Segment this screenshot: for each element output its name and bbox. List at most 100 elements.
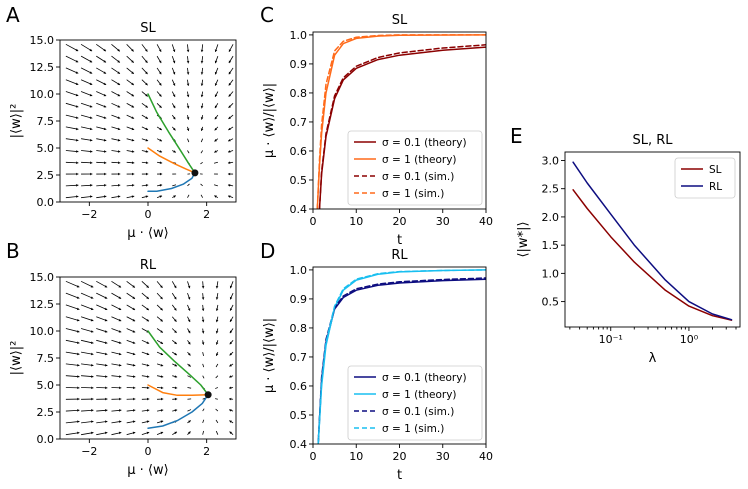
quiver-arrow (215, 387, 219, 389)
quiver-arrowhead (174, 319, 177, 322)
quiver-arrow (187, 375, 192, 378)
quiver-arrowhead (187, 319, 191, 322)
quiver-arrow (172, 184, 177, 187)
quiver-arrowhead (229, 285, 233, 289)
quiver-arrow (202, 408, 205, 412)
y-tick-label: 12.5 (30, 298, 55, 311)
x-tick-label: 0 (145, 208, 152, 221)
y-tick-label: 0.8 (290, 87, 308, 100)
y-tick-label: 0.8 (290, 322, 308, 335)
quiver-arrow (65, 409, 80, 412)
quiver-arrowhead (228, 71, 232, 75)
quiver-arrowhead (201, 286, 205, 289)
quiver-arrowhead (91, 409, 94, 412)
quiver-arrow (187, 183, 190, 187)
y-tick-label: 2.0 (542, 211, 560, 224)
quiver-arrowhead (105, 386, 108, 390)
quiver-arrowhead (160, 363, 164, 367)
x-tick-label: 0 (310, 215, 317, 228)
quiver-arrow (200, 161, 203, 165)
quiver-arrowhead (105, 409, 108, 412)
series-line-darkred (572, 189, 733, 321)
quiver-arrowhead (90, 150, 93, 153)
quiver-arrowhead (228, 138, 231, 142)
quiver-arrowhead (103, 116, 107, 119)
quiver-arrowhead (119, 386, 122, 390)
quiver-arrow (213, 161, 218, 164)
quiver-arrowhead (90, 161, 93, 165)
quiver-arrowhead (158, 60, 162, 64)
series-line-blue (147, 172, 196, 192)
quiver-arrowhead (172, 83, 176, 86)
quiver-arrowhead (146, 296, 149, 299)
x-tick-label: 30 (436, 450, 450, 463)
quiver-arrowhead (76, 161, 79, 165)
quiver-arrowhead (200, 105, 204, 109)
quiver-arrowhead (147, 397, 150, 401)
quiver-arrowhead (187, 330, 191, 334)
quiver-arrowhead (172, 105, 176, 109)
legend-label: σ = 0.1 (theory) (382, 372, 467, 384)
series-group (317, 269, 486, 444)
quiver-arrowhead (159, 195, 163, 198)
quiver-arrowhead (214, 94, 218, 97)
x-tick-label: 10⁰ (680, 333, 699, 346)
quiver-arrow (187, 409, 192, 412)
quiver-arrowhead (131, 105, 135, 108)
series-line-navy (572, 161, 733, 321)
quiver-arrowhead (75, 60, 79, 63)
quiver-arrowhead (186, 105, 190, 109)
quiver-arrowhead (145, 138, 149, 142)
quiver-arrowhead (117, 184, 121, 187)
quiver-arrowhead (173, 195, 176, 198)
y-tick-label: 0.6 (290, 380, 308, 393)
quiver-arrowhead (186, 117, 190, 120)
quiver-arrowhead (158, 82, 162, 86)
quiver-arrowhead (117, 195, 121, 198)
quiver-arrowhead (187, 341, 191, 345)
quiver-arrowhead (228, 150, 231, 153)
legend-label: RL (709, 181, 722, 193)
quiver-arrowhead (145, 127, 149, 131)
legend-label: σ = 0.1 (sim.) (382, 406, 454, 418)
quiver-arrowhead (131, 127, 135, 131)
quiver-arrowhead (76, 330, 80, 333)
quiver-arrowhead (132, 420, 136, 423)
quiver-arrowhead (89, 82, 93, 85)
quiver-arrowhead (75, 105, 79, 108)
quiver-arrowhead (160, 285, 163, 288)
quiver-arrowhead (89, 93, 93, 97)
quiver-arrow (187, 194, 190, 198)
quiver-arrowhead (103, 60, 107, 63)
quiver-arrowhead (158, 71, 162, 75)
quiver-arrowhead (76, 307, 80, 311)
legend-label: σ = 1 (theory) (382, 154, 457, 166)
quiver-arrow (202, 375, 205, 379)
x-axis-label: t (397, 233, 402, 248)
y-axis-label: |⟨w⟩|² (9, 104, 24, 139)
quiver-arrowhead (174, 386, 178, 390)
series-line-green (147, 93, 196, 174)
quiver-arrow (200, 138, 204, 143)
quiver-arrowhead (145, 49, 148, 52)
quiver-arrowhead (91, 431, 94, 435)
series-line-orange (147, 384, 209, 397)
quiver-arrow (80, 292, 94, 299)
y-tick-label: 0.4 (290, 203, 308, 216)
quiver-arrowhead (118, 307, 122, 310)
x-axis-label: t (397, 468, 402, 483)
quiver-arrowhead (160, 296, 163, 300)
quiver-arrowhead (160, 341, 163, 344)
x-tick-label: 10 (349, 215, 363, 228)
quiver-arrowhead (229, 431, 233, 435)
chart-d-alignment-rl: 0 10 20 30 40 0.4 0.5 0.6 0.7 0.8 0.9 1.0 RL t μ · ⟨w⟩… (262, 248, 493, 483)
y-tick-label: 7.5 (37, 115, 55, 128)
quiver-arrowhead (77, 431, 80, 435)
quiver-arrowhead (173, 127, 176, 131)
quiver-arrowhead (117, 93, 121, 97)
quiver-arrowhead (147, 386, 150, 390)
quiver-arrow (200, 194, 204, 198)
quiver-arrowhead (200, 128, 204, 131)
quiver-arrow (65, 280, 80, 288)
quiver-arrowhead (103, 195, 107, 198)
